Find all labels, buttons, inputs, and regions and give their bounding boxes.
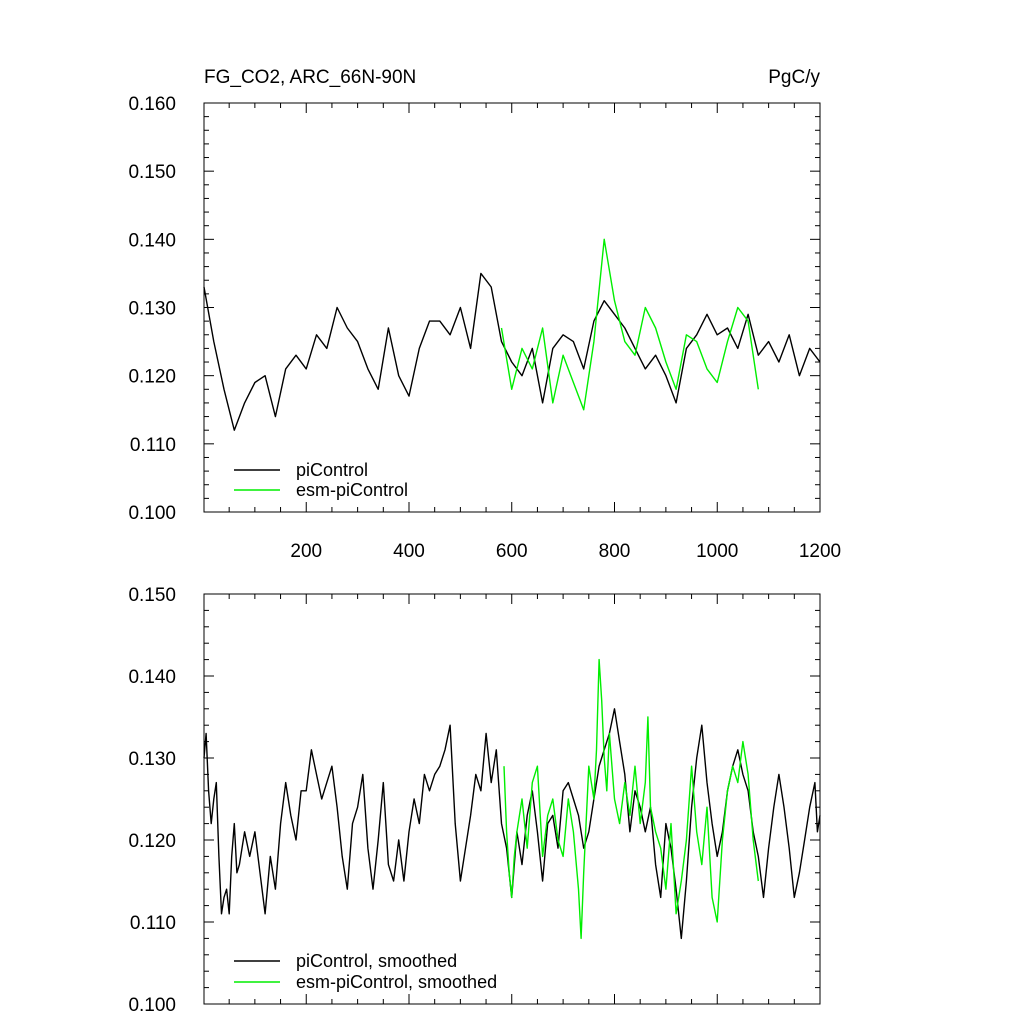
top-units-label: PgC/y [768, 67, 820, 88]
bottom-plot-frame [203, 593, 821, 1005]
bottom-legend-label-1: esm-piControl, smoothed [296, 972, 497, 992]
top-x-tick-label: 800 [599, 541, 631, 562]
top-y-tick-label: 0.120 [128, 367, 176, 388]
bottom-y-tick-label: 0.100 [128, 995, 176, 1016]
top-chart-title: FG_CO2, ARC_66N-90N [204, 67, 416, 88]
top-x-tick-label: 1200 [799, 541, 841, 562]
top-panel: 200 400 600 800 1000 1200 0.100 0.110 0.120 0.130… [128, 67, 841, 562]
top-legend-label-0: piControl [296, 460, 368, 480]
top-y-tick-label: 0.140 [128, 230, 176, 251]
top-y-tick-label: 0.130 [128, 299, 176, 320]
bottom-y-tick-label: 0.140 [128, 667, 176, 688]
bottom-y-tick-label: 0.130 [128, 749, 176, 770]
bottom-legend-label-0: piControl, smoothed [296, 951, 457, 971]
top-legend-label-1: esm-piControl [296, 480, 408, 500]
bottom-y-tick-label: 0.150 [128, 585, 176, 606]
top-y-tick-label: 0.100 [128, 503, 176, 524]
top-x-tick-label: 600 [496, 541, 528, 562]
top-x-tick-label: 400 [393, 541, 425, 562]
bottom-y-tick-label: 0.120 [128, 831, 176, 852]
top-y-tick-label: 0.110 [130, 435, 176, 456]
bottom-panel: 0.100 0.110 0.120 0.130 0.140 0.150 piControl,… [128, 585, 821, 1016]
top-x-tick-label: 1000 [696, 541, 738, 562]
top-x-tick-label: 200 [290, 541, 322, 562]
top-series-line-1 [500, 238, 759, 411]
top-y-tick-label: 0.150 [128, 162, 176, 183]
top-y-tick-label: 0.160 [128, 94, 176, 115]
bottom-y-tick-label: 0.110 [130, 913, 176, 934]
bottom-series-line-1 [503, 658, 759, 940]
top-plot-frame [203, 102, 821, 513]
bottom-series-line-0 [203, 708, 821, 940]
top-series-line-0 [203, 272, 821, 431]
